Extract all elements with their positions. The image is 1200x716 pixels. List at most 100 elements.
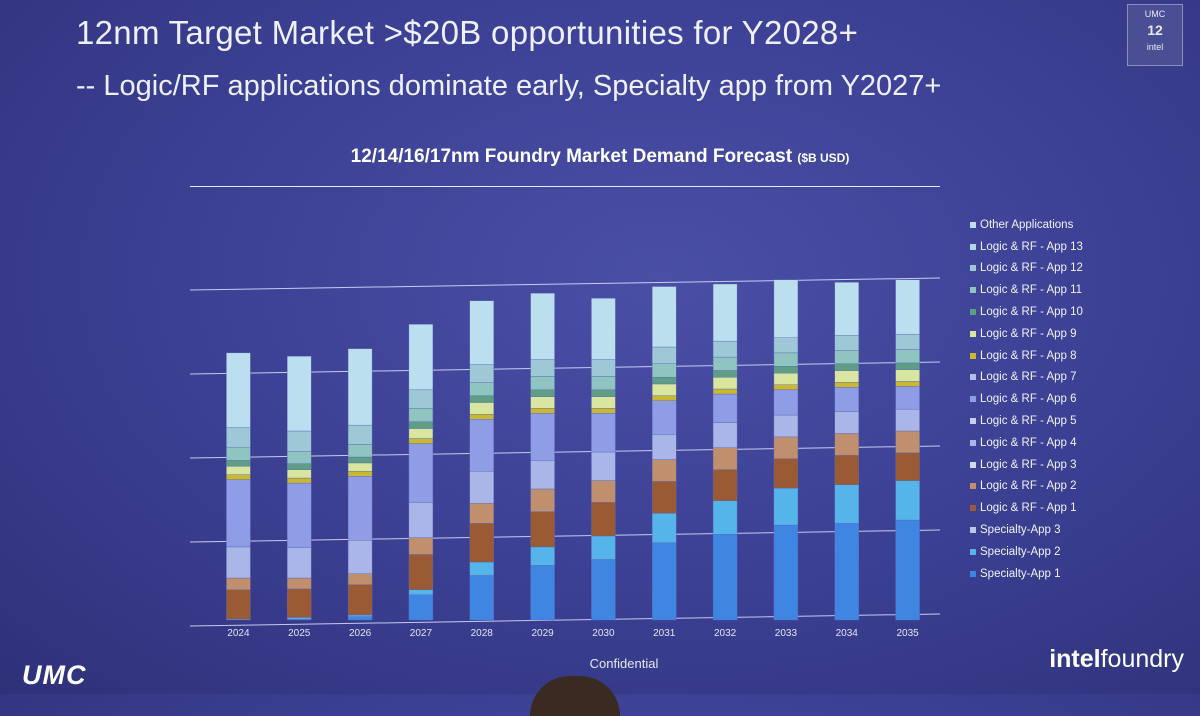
legend-item: Logic & RF - App 1 xyxy=(970,497,1083,519)
legend-swatch xyxy=(970,243,976,250)
legend-label: Logic & RF - App 13 xyxy=(980,240,1083,253)
legend-item: Logic & RF - App 11 xyxy=(970,279,1083,301)
bar-segment xyxy=(226,466,251,475)
bar-segment xyxy=(834,282,859,336)
bar-segment xyxy=(834,523,859,621)
bar-segment xyxy=(530,359,555,377)
bar-segment xyxy=(712,447,738,470)
legend-swatch xyxy=(970,352,976,359)
bar-segment xyxy=(773,487,799,526)
chart-title-unit: ($B USD) xyxy=(797,151,850,165)
bar-segment xyxy=(591,408,616,414)
bar-segment xyxy=(287,463,312,470)
legend-item: Logic & RF - App 5 xyxy=(970,410,1083,432)
bar-segment xyxy=(591,413,616,453)
bar-segment xyxy=(347,471,373,477)
bar-segment xyxy=(408,554,434,590)
bar-segment xyxy=(347,424,373,445)
legend-swatch xyxy=(970,374,976,381)
legend-label: Specialty-App 3 xyxy=(980,524,1061,537)
legend-item: Logic & RF - App 7 xyxy=(970,367,1083,389)
bar-segment xyxy=(408,594,434,621)
legend-label: Logic & RF - App 4 xyxy=(980,436,1077,449)
bar-segment xyxy=(530,396,555,409)
bar-segment xyxy=(591,298,616,360)
bar-segment xyxy=(834,455,859,485)
legend-item: Logic & RF - App 13 xyxy=(970,236,1083,258)
x-tick-label: 2027 xyxy=(410,628,433,639)
bar-segment xyxy=(773,337,799,354)
legend-label: Logic & RF - App 5 xyxy=(980,415,1077,428)
bar-segment xyxy=(530,408,555,414)
bar-segment xyxy=(347,476,373,541)
legend-item: Logic & RF - App 3 xyxy=(970,454,1083,476)
bar-segment xyxy=(530,389,555,397)
bar-segment xyxy=(712,500,738,535)
bar-segment xyxy=(530,511,555,548)
bar-segment xyxy=(773,352,799,367)
bar-segment xyxy=(347,348,373,426)
legend-label: Logic & RF - App 11 xyxy=(980,284,1083,297)
legend-label: Logic & RF - App 8 xyxy=(980,349,1077,362)
bar-segment xyxy=(287,588,312,618)
bar-segment xyxy=(287,469,312,479)
legend-item: Logic & RF - App 12 xyxy=(970,258,1083,280)
bar-segment xyxy=(652,481,677,514)
legend-swatch xyxy=(970,527,976,534)
bar-segment xyxy=(895,452,920,481)
bar-segment xyxy=(469,561,494,576)
bar-segment xyxy=(591,389,616,397)
legend-label: Logic & RF - App 1 xyxy=(980,502,1077,515)
bar-segment xyxy=(591,480,616,503)
gridline xyxy=(189,277,941,291)
bar-segment xyxy=(347,616,373,621)
x-tick-label: 2032 xyxy=(714,628,737,639)
x-tick-label: 2033 xyxy=(775,628,798,639)
bar-segment xyxy=(712,469,738,501)
x-tick-label: 2034 xyxy=(836,628,859,639)
legend-swatch xyxy=(970,505,976,512)
bar-segment xyxy=(347,456,373,464)
bar-segment xyxy=(530,293,555,360)
legend-swatch xyxy=(970,287,976,294)
bar-segment xyxy=(773,372,799,386)
bar-segment xyxy=(712,377,738,390)
bar-segment xyxy=(834,433,859,456)
chart-title: 12/14/16/17nm Foundry Market Demand Fore… xyxy=(0,146,1200,168)
bar-segment xyxy=(347,573,373,585)
legend-item: Logic & RF - App 2 xyxy=(970,476,1083,498)
legend-swatch xyxy=(970,483,976,490)
slide-subtitle: -- Logic/RF applications dominate early,… xyxy=(76,70,942,102)
legend-item: Other Applications xyxy=(970,214,1083,236)
bar-segment xyxy=(895,334,920,350)
bar-segment xyxy=(347,462,373,472)
bar-segment xyxy=(895,381,920,387)
legend-item: Specialty-App 3 xyxy=(970,519,1083,541)
chart-legend: Other Applications Logic & RF - App 13 Log… xyxy=(970,214,1083,585)
x-tick-label: 2030 xyxy=(592,628,615,639)
legend-swatch xyxy=(970,396,976,403)
legend-swatch xyxy=(970,221,976,228)
legend-item: Specialty-App 2 xyxy=(970,541,1083,563)
stacked-bar-chart: 2024 2025 2026 2027 2028 2029 2030 2031 2032 2033… xyxy=(189,277,941,639)
bar-segment xyxy=(834,363,859,371)
bar-segment xyxy=(287,482,312,548)
gridline xyxy=(189,529,941,543)
bar-segment xyxy=(652,346,677,364)
bar-segment xyxy=(287,547,312,579)
bar-segment xyxy=(895,386,920,410)
bar-segment xyxy=(226,460,251,467)
bar-segment xyxy=(287,450,312,464)
bar-segment xyxy=(652,363,677,378)
legend-label: Specialty-App 2 xyxy=(980,545,1061,558)
bar-segment xyxy=(652,377,677,385)
gridline xyxy=(189,445,941,459)
bar-segment xyxy=(834,484,859,524)
bar-segment xyxy=(347,584,373,616)
bar-segment xyxy=(712,388,738,395)
bar-segment xyxy=(469,414,494,420)
bar-segment xyxy=(469,471,494,504)
legend-swatch xyxy=(970,330,976,337)
bar-segment xyxy=(408,537,434,555)
bar-segment xyxy=(226,447,251,461)
